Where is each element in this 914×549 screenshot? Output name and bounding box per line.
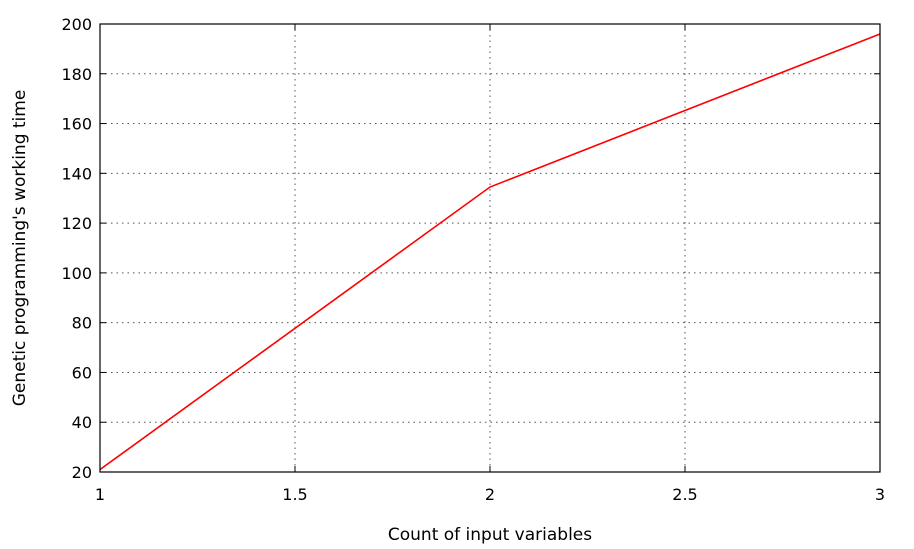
series-line — [99, 33, 881, 471]
x-tick-label: 2.5 — [672, 485, 697, 504]
x-tick-label: 1.5 — [282, 485, 307, 504]
y-tick-label: 80 — [72, 314, 92, 333]
x-tick-label: 3 — [875, 485, 885, 504]
series-layer — [99, 33, 881, 471]
grid-lines — [100, 24, 880, 472]
x-axis-tick-labels: 1 1.5 2 2.5 3 — [95, 485, 885, 504]
x-axis-title: Count of input variables — [388, 525, 592, 545]
y-tick-label: 200 — [61, 15, 92, 34]
x-tick-label: 2 — [485, 485, 495, 504]
y-tick-label: 60 — [72, 363, 92, 382]
y-tick-label: 120 — [61, 214, 92, 233]
y-tick-label: 140 — [61, 164, 92, 183]
y-tick-label: 180 — [61, 65, 92, 84]
y-axis-title: Genetic programming's working time — [10, 90, 30, 407]
y-tick-label: 20 — [72, 463, 92, 482]
tick-marks — [99, 23, 881, 473]
y-tick-label: 40 — [72, 413, 92, 432]
y-tick-label: 160 — [61, 115, 92, 134]
y-axis-tick-labels: 20 40 60 80 100 120 140 160 180 200 — [61, 15, 92, 482]
x-tick-label: 1 — [95, 485, 105, 504]
y-tick-label: 100 — [61, 264, 92, 283]
